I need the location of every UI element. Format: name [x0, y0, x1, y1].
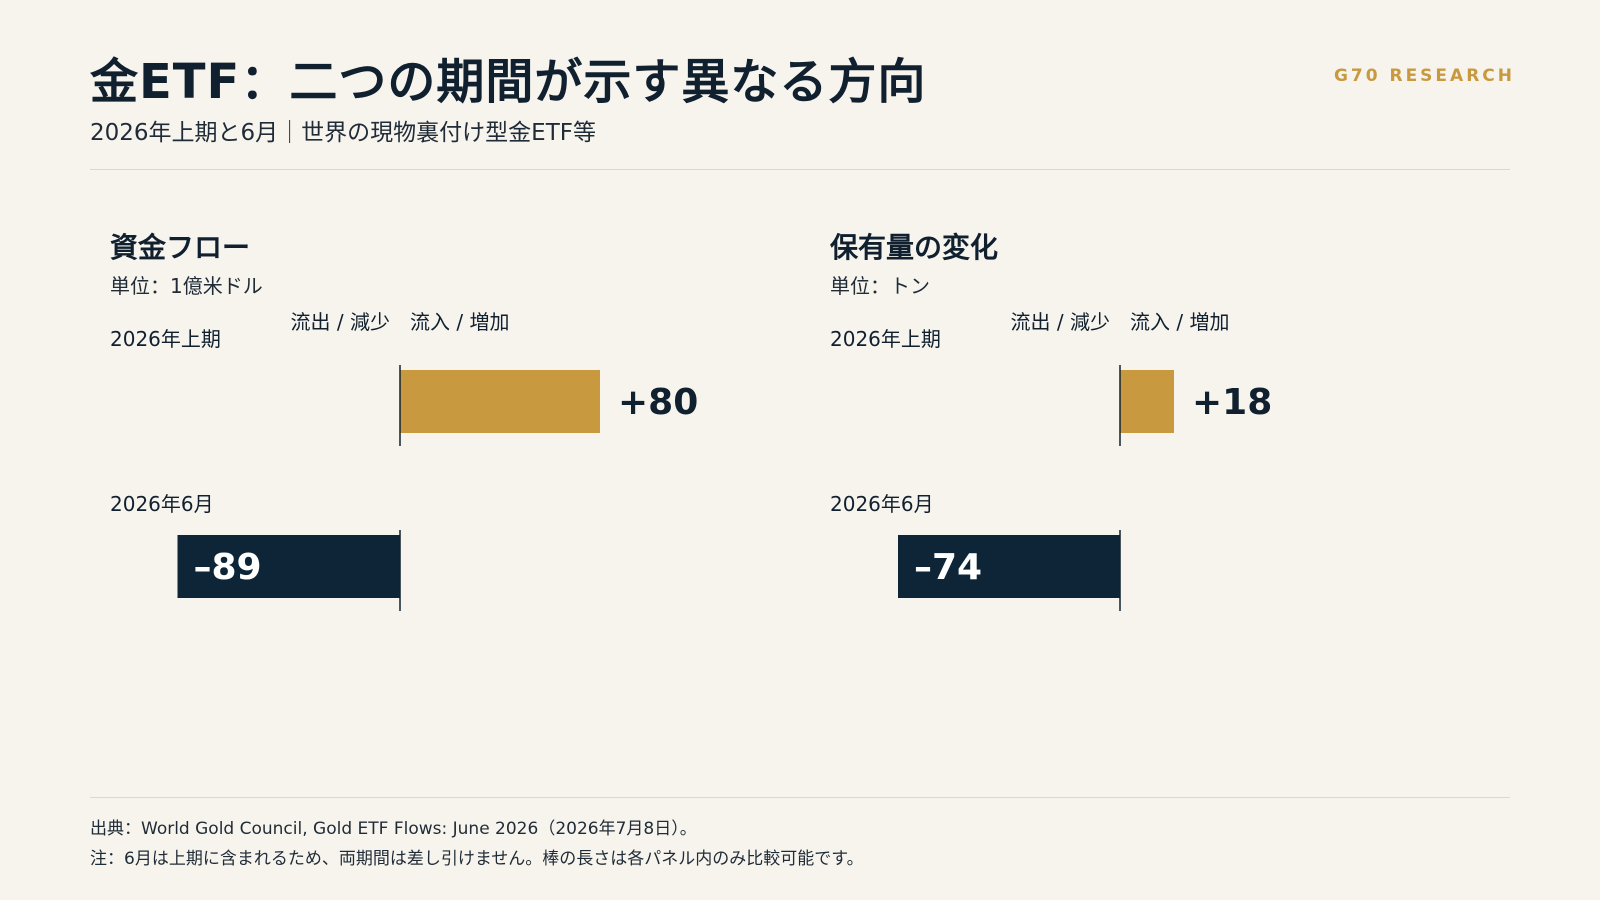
positive-direction-label: 流入 / 増加: [410, 310, 509, 334]
category-label: 2026年上期: [110, 327, 221, 351]
value-label: –89: [194, 547, 262, 588]
category-label: 2026年6月: [830, 492, 934, 516]
header-divider: [90, 169, 1510, 170]
footer-divider: [90, 797, 1510, 798]
panel-fund-flows: 資金フロー 単位：1億米ドル 流出 / 減少 流入 / 増加 2026年上期 +80 2…: [110, 226, 810, 626]
fund-flow-chart: 流出 / 減少 流入 / 増加 2026年上期 +80 2026年6月 –89: [110, 310, 698, 611]
panel-unit: 単位：トン: [830, 274, 930, 298]
page-title: 金ETF：二つの期間が示す異なる方向: [90, 54, 927, 110]
bar: [898, 535, 1120, 598]
page-subtitle: 2026年上期と6月｜世界の現物裏付け型金ETF等: [90, 120, 596, 146]
footnote: 注：6月は上期に含まれるため、両期間は差し引けません。棒の長さは各パネル内のみ比…: [90, 849, 864, 869]
bar: [177, 535, 400, 598]
source-note: 出典：World Gold Council, Gold ETF Flows: J…: [90, 819, 697, 839]
negative-direction-label: 流出 / 減少: [291, 310, 390, 334]
value-label: +80: [618, 382, 698, 423]
brand-label: G70 RESEARCH: [1333, 66, 1515, 86]
panel-title: 資金フロー: [110, 231, 251, 264]
category-label: 2026年6月: [110, 492, 214, 516]
value-label: –74: [914, 547, 982, 588]
positive-direction-label: 流入 / 増加: [1130, 310, 1229, 334]
value-label: +18: [1192, 382, 1272, 423]
negative-direction-label: 流出 / 減少: [1011, 310, 1110, 334]
bar: [1120, 370, 1174, 433]
panel-unit: 単位：1億米ドル: [110, 274, 263, 298]
panel-title: 保有量の変化: [830, 231, 999, 264]
holdings-change-chart: 流出 / 減少 流入 / 増加 2026年上期 +18 2026年6月 –74: [830, 310, 1272, 611]
panel-holdings-change: 保有量の変化 単位：トン 流出 / 減少 流入 / 増加 2026年上期 +18 202…: [830, 226, 1530, 626]
category-label: 2026年上期: [830, 327, 941, 351]
bar: [400, 370, 600, 433]
